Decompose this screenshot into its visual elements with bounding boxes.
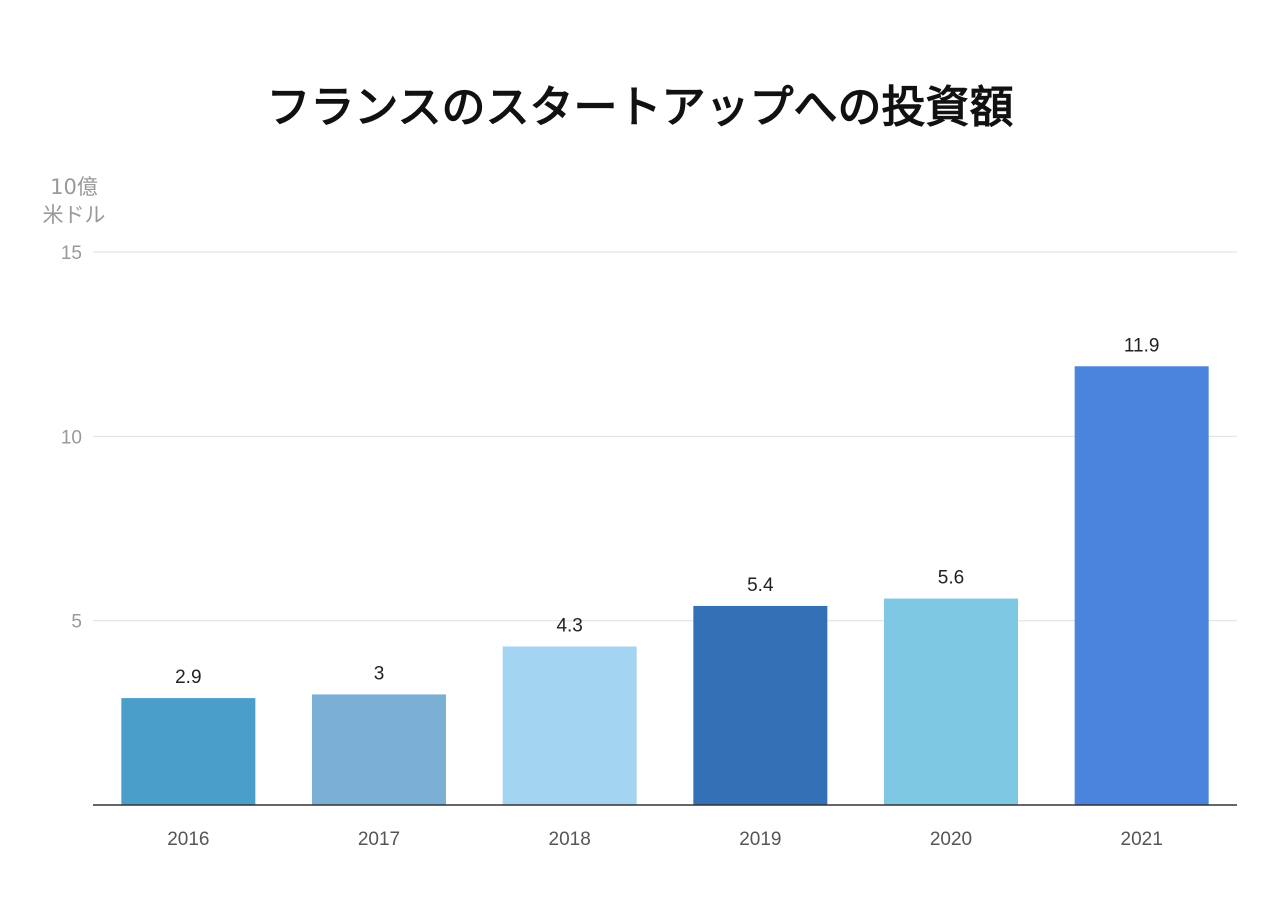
y-tick-label: 10 (61, 427, 82, 448)
data-label: 2.9 (175, 667, 201, 688)
y-tick-label: 15 (61, 243, 82, 264)
bar-2020 (884, 598, 1018, 805)
bar-2018 (502, 646, 637, 805)
x-tick-label: 2017 (358, 829, 400, 850)
x-tick-label: 2021 (1121, 829, 1163, 850)
data-label: 11.9 (1124, 335, 1160, 356)
y-axis-unit-line-1: 10億 (50, 175, 98, 199)
bar-2019 (693, 605, 828, 805)
bar-2017 (312, 694, 446, 805)
data-label: 5.4 (747, 575, 774, 596)
bar-2021 (1074, 366, 1209, 805)
x-tick-label: 2020 (930, 829, 972, 850)
chart-title: フランスのスタートアップへの投資額 (266, 82, 1013, 133)
data-label: 5.6 (938, 568, 964, 589)
x-tick-label: 2016 (167, 829, 209, 850)
data-label: 3 (374, 663, 385, 684)
y-axis-unit-line-2: 米ドル (43, 203, 106, 227)
x-tick-label: 2019 (739, 829, 781, 850)
data-label: 4.3 (556, 615, 582, 636)
bar-2016 (121, 698, 256, 805)
x-tick-label: 2018 (549, 829, 591, 850)
y-tick-label: 5 (71, 612, 82, 633)
